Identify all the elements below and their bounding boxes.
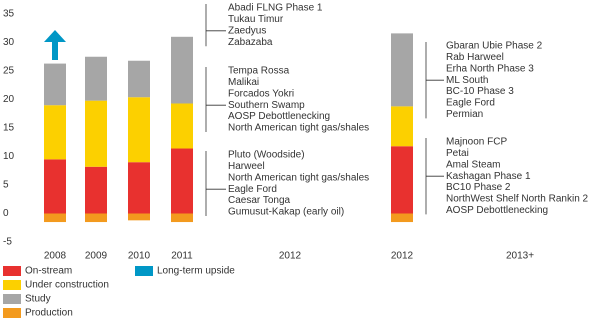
annotation: Southern Swamp <box>228 100 305 111</box>
annotation: Harweel <box>228 161 265 172</box>
upside-arrow-head <box>44 30 66 42</box>
x-tick-label: 2012 <box>279 251 302 262</box>
annotation: Malikai <box>228 77 259 88</box>
y-tick-label: -5 <box>3 237 12 248</box>
annotation: Kashagan Phase 1 <box>446 171 531 182</box>
bar-segment <box>128 97 150 163</box>
y-tick-label: 35 <box>3 9 15 20</box>
y-tick-label: 20 <box>3 94 15 105</box>
bar-segment <box>391 213 413 223</box>
annotation: Rab Harweel <box>446 52 504 63</box>
y-tick-label: 30 <box>3 37 15 48</box>
annotation: Petai <box>446 148 469 159</box>
annotation: ML South <box>446 75 488 86</box>
annotation: Gbaran Ubie Phase 2 <box>446 41 543 52</box>
bar-segment <box>391 146 413 214</box>
bar-segment <box>44 213 66 223</box>
bar-segment <box>171 213 193 223</box>
annotation: AOSP Debottlenecking <box>228 111 330 122</box>
legend-swatch <box>3 294 21 304</box>
y-tick-label: 10 <box>3 151 15 162</box>
y-tick-label: 25 <box>3 66 15 77</box>
bar-segment <box>44 159 66 214</box>
y-tick-label: 15 <box>3 123 15 134</box>
x-tick-label: 2012 <box>391 251 414 262</box>
bar-segment <box>171 36 193 104</box>
x-tick-label: 2008 <box>44 251 67 262</box>
annotation: BC10 Phase 2 <box>446 182 511 193</box>
annotation: North American tight gas/shales <box>228 172 369 183</box>
bar-segment <box>171 148 193 214</box>
annotation: Eagle Ford <box>446 98 495 109</box>
bar-segment <box>171 103 193 149</box>
upside-arrow-shaft <box>52 40 58 60</box>
bar-segment <box>128 162 150 214</box>
annotation: BC-10 Phase 3 <box>446 86 514 97</box>
x-tick-label: 2011 <box>171 251 193 262</box>
bar-segment <box>391 106 413 147</box>
annotation: Amal Steam <box>446 159 500 170</box>
bar-segment <box>85 213 107 223</box>
annotation: Gumusut-Kakap (early oil) <box>228 207 344 218</box>
x-tick-label: 2009 <box>85 251 108 262</box>
bar-segment <box>44 63 66 106</box>
annotation: Forcados Yokri <box>228 88 294 99</box>
bar-segment <box>128 60 150 98</box>
legend-label: On-stream <box>25 266 72 277</box>
annotation: Majnoon FCP <box>446 137 507 148</box>
annotation: Permian <box>446 109 483 120</box>
legend-swatch <box>3 280 21 290</box>
annotation: Abadi FLNG Phase 1 <box>228 3 323 14</box>
annotation: Caesar Tonga <box>228 195 291 206</box>
legend-label: Long-term upside <box>157 266 235 277</box>
bar-segment <box>391 33 413 107</box>
annotation: Tukau Timur <box>228 14 284 25</box>
annotation: Erha North Phase 3 <box>446 63 534 74</box>
legend-label: Production <box>25 308 73 319</box>
y-tick-label: 0 <box>3 208 9 219</box>
x-tick-label: 2013+ <box>506 251 534 262</box>
annotation: Zaedyus <box>228 25 266 36</box>
x-tick-label: 2010 <box>128 251 151 262</box>
annotation: Eagle Ford <box>228 184 277 195</box>
legend-label: Study <box>25 294 51 305</box>
annotation: NorthWest Shelf North Rankin 2 <box>446 194 589 205</box>
bar-segment <box>85 166 107 214</box>
bar-segment <box>85 100 107 167</box>
legend-label: Under construction <box>25 280 109 291</box>
annotation: AOSP Debottlenecking <box>446 205 548 216</box>
annotation: North American tight gas/shales <box>228 123 369 134</box>
annotation: Zabazaba <box>228 37 273 48</box>
y-tick-label: 5 <box>3 180 9 191</box>
bar-segment <box>44 105 66 160</box>
annotation: Tempa Rossa <box>228 66 290 77</box>
legend-swatch <box>3 308 21 318</box>
legend-swatch <box>3 266 21 276</box>
bar-segment <box>85 56 107 101</box>
legend-swatch <box>135 266 153 276</box>
annotation: Pluto (Woodside) <box>228 150 305 161</box>
bar-segment <box>128 213 150 221</box>
